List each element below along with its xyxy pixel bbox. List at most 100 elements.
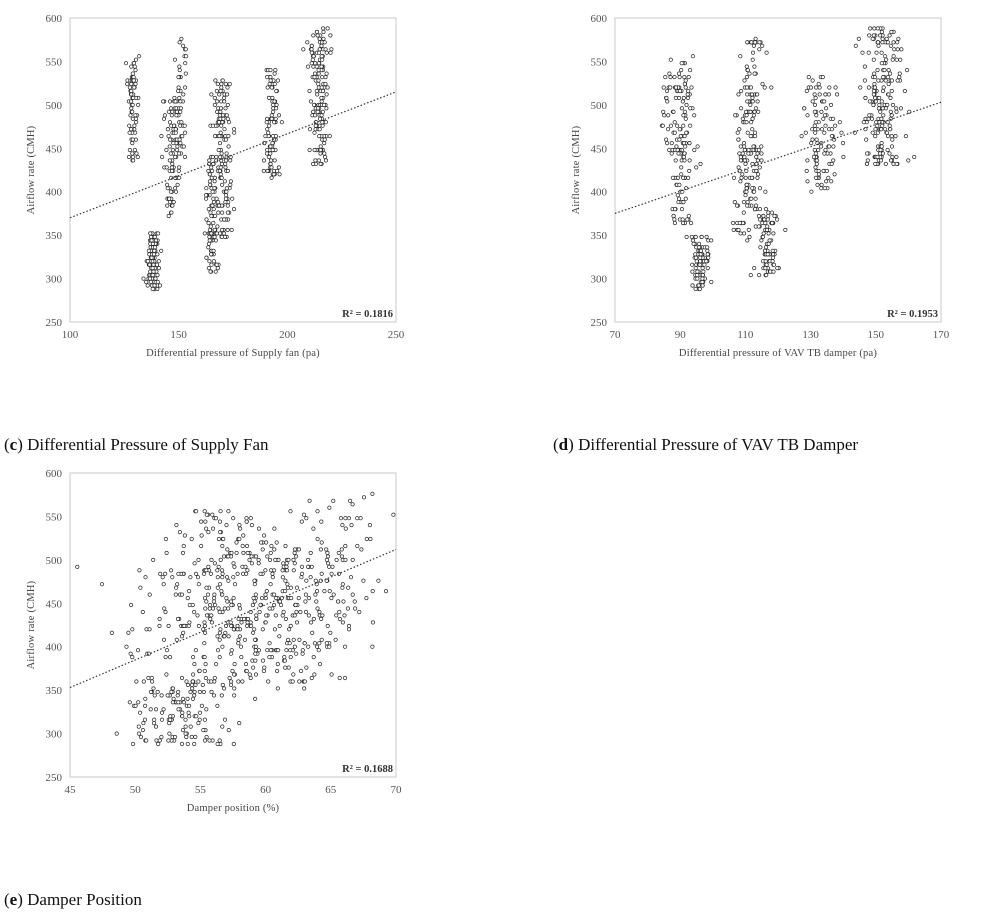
data-point	[686, 175, 691, 180]
data-point	[228, 682, 234, 687]
data-point	[260, 547, 265, 552]
data-point	[683, 196, 688, 201]
data-point	[299, 519, 304, 524]
data-point	[267, 655, 272, 660]
data-point	[736, 92, 741, 97]
data-point	[208, 602, 213, 608]
data-point	[176, 151, 182, 156]
data-point	[223, 623, 229, 628]
data-point	[336, 571, 342, 576]
data-point	[691, 241, 696, 246]
data-point	[209, 679, 214, 684]
data-point	[764, 273, 769, 278]
data-point	[327, 589, 332, 594]
data-point	[207, 227, 212, 232]
data-point	[151, 557, 156, 562]
data-point	[693, 255, 699, 260]
data-point	[213, 213, 218, 219]
data-point	[350, 502, 355, 507]
data-point	[217, 203, 222, 208]
data-point	[225, 168, 230, 173]
data-point	[306, 644, 311, 649]
data-point	[734, 203, 740, 208]
data-point	[167, 196, 172, 201]
data-point	[249, 623, 254, 628]
data-point	[348, 575, 354, 580]
data-point	[343, 526, 348, 531]
data-point	[237, 721, 242, 726]
data-point	[323, 81, 328, 87]
data-point	[256, 561, 261, 566]
data-point	[251, 665, 256, 670]
data-point	[204, 186, 209, 191]
data-point	[816, 147, 821, 153]
data-point	[745, 130, 750, 135]
data-point	[206, 564, 211, 569]
data-point	[697, 262, 702, 267]
data-point	[810, 99, 815, 104]
data-point	[202, 623, 207, 628]
data-point	[898, 106, 904, 111]
data-point	[272, 526, 277, 531]
scatter-points	[75, 491, 396, 747]
data-point	[204, 585, 209, 590]
data-point	[681, 95, 686, 100]
data-point	[237, 606, 243, 611]
data-point	[217, 630, 222, 635]
data-point	[174, 147, 179, 153]
data-point	[197, 710, 203, 715]
data-point	[269, 116, 274, 121]
data-point	[770, 248, 775, 253]
x-tick-label: 45	[65, 784, 77, 796]
data-point	[766, 231, 771, 236]
data-point	[166, 623, 171, 628]
data-point	[217, 134, 222, 139]
data-point	[669, 141, 674, 146]
data-point	[355, 543, 360, 549]
data-point	[819, 186, 824, 191]
data-point	[329, 571, 334, 576]
data-point	[709, 238, 714, 243]
data-point	[336, 550, 341, 555]
data-point	[229, 227, 234, 232]
data-point	[689, 85, 694, 90]
data-point	[138, 734, 144, 740]
data-point	[217, 609, 222, 615]
data-point	[700, 283, 705, 288]
data-point	[257, 609, 262, 615]
data-point	[672, 75, 677, 80]
data-point	[338, 516, 344, 521]
data-point	[186, 623, 191, 628]
data-point	[273, 116, 278, 121]
data-point	[306, 557, 311, 562]
data-point	[376, 578, 381, 583]
data-point	[254, 554, 259, 559]
y-tick-label: 300	[591, 274, 608, 286]
data-point	[292, 613, 297, 618]
data-point	[232, 686, 237, 691]
data-point	[193, 571, 199, 576]
data-point	[878, 109, 883, 114]
trendline	[69, 91, 397, 219]
data-point	[188, 724, 193, 729]
data-point	[680, 220, 686, 226]
data-point	[735, 130, 740, 135]
data-point	[331, 498, 336, 503]
data-point	[306, 596, 312, 601]
data-point	[212, 592, 217, 597]
data-point	[169, 568, 174, 573]
data-point	[253, 696, 258, 701]
data-point	[219, 85, 224, 90]
data-point	[211, 161, 216, 166]
data-point	[313, 158, 318, 163]
data-point	[313, 61, 318, 66]
data-point	[137, 568, 142, 573]
data-point	[867, 99, 872, 104]
data-point	[236, 679, 241, 684]
data-point	[889, 88, 894, 94]
data-point	[201, 571, 207, 576]
data-point	[810, 137, 815, 142]
data-point	[873, 95, 878, 100]
data-point	[278, 602, 284, 608]
data-point	[236, 641, 241, 646]
